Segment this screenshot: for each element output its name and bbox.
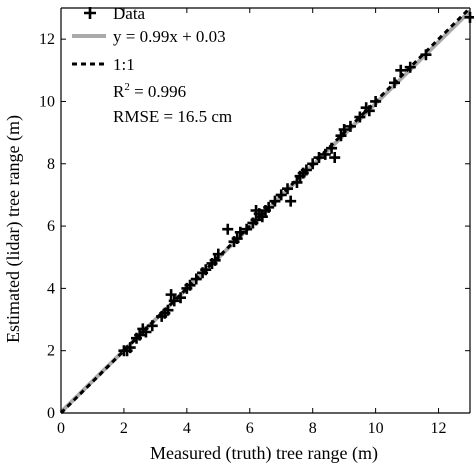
- data-point-4: [134, 329, 146, 341]
- data-point-11: [165, 289, 177, 301]
- data-point-49: [344, 120, 356, 132]
- x-tick-label-12: 12: [431, 420, 447, 437]
- rmse-annotation: RMSE = 16.5 cm: [113, 107, 232, 126]
- r-squared-annotation: R2 = 0.996: [113, 81, 186, 101]
- x-tick-label-8: 8: [309, 420, 317, 437]
- legend: Data y = 0.99x + 0.03 1:1 R2 = 0.996 RMS…: [72, 4, 232, 126]
- y-axis-label: Estimated (lidar) tree range (m): [3, 115, 24, 343]
- data-point-37: [285, 195, 297, 207]
- data-point-2: [124, 342, 136, 354]
- data-point-35: [275, 189, 287, 201]
- data-point-44: [319, 148, 331, 160]
- data-point-10: [162, 304, 174, 316]
- data-point-54: [388, 77, 400, 89]
- data-point-55: [395, 64, 407, 76]
- data-point-30: [250, 205, 262, 216]
- data-point-26: [241, 223, 253, 235]
- data-point-18: [200, 264, 212, 276]
- data-point-20: [209, 254, 221, 266]
- data-point-42: [307, 158, 319, 170]
- data-point-16: [190, 273, 202, 285]
- data-point-57: [420, 49, 432, 61]
- data-point-50: [354, 111, 366, 123]
- data-point-47: [335, 130, 347, 142]
- y-tick-label-12: 12: [39, 31, 55, 48]
- data-point-15: [184, 279, 196, 291]
- data-point-28: [250, 214, 262, 226]
- y-tick-label-6: 6: [47, 218, 55, 235]
- legend-marker-data: [84, 7, 96, 19]
- data-point-12: [168, 295, 180, 307]
- y-tick-label-2: 2: [47, 343, 55, 360]
- x-tick-label-0: 0: [57, 420, 65, 437]
- data-point-25: [234, 226, 246, 238]
- y-tick-label-8: 8: [47, 156, 55, 173]
- data-point-34: [269, 195, 281, 207]
- data-point-6: [140, 326, 152, 338]
- y-tick-label-10: 10: [39, 93, 55, 110]
- data-point-56: [404, 61, 416, 73]
- data-point-36: [282, 183, 294, 195]
- y-tick-label-4: 4: [47, 280, 55, 297]
- data-point-45: [326, 142, 338, 154]
- x-tick-label-6: 6: [246, 420, 254, 437]
- data-point-38: [291, 176, 303, 188]
- data-point-43: [313, 152, 325, 164]
- x-axis-label: Measured (truth) tree range (m): [150, 443, 378, 464]
- data-point-53: [370, 95, 382, 107]
- data-point-22: [222, 223, 234, 235]
- axes: [60, 7, 471, 414]
- data-point-33: [263, 201, 275, 213]
- data-point-24: [231, 233, 243, 245]
- data-point-46: [329, 152, 341, 164]
- x-tick-label-10: 10: [368, 420, 384, 437]
- data-point-41: [300, 164, 312, 176]
- legend-label-one-to-one: 1:1: [113, 55, 135, 74]
- legend-label-fit: y = 0.99x + 0.03: [113, 27, 226, 46]
- x-tick-label-2: 2: [120, 420, 128, 437]
- data-point-31: [256, 211, 268, 223]
- data-point-13: [175, 292, 187, 304]
- data-point-52: [363, 105, 375, 117]
- tick-labels: 0 2 4 6 8 10 12 0 2 4 6 8 10 12: [39, 31, 447, 437]
- data-point-48: [338, 124, 350, 135]
- x-tick-label-4: 4: [183, 420, 191, 437]
- y-tick-label-0: 0: [47, 405, 55, 422]
- legend-label-data: Data: [113, 4, 146, 23]
- data-point-21: [212, 248, 224, 260]
- data-point-7: [146, 320, 158, 332]
